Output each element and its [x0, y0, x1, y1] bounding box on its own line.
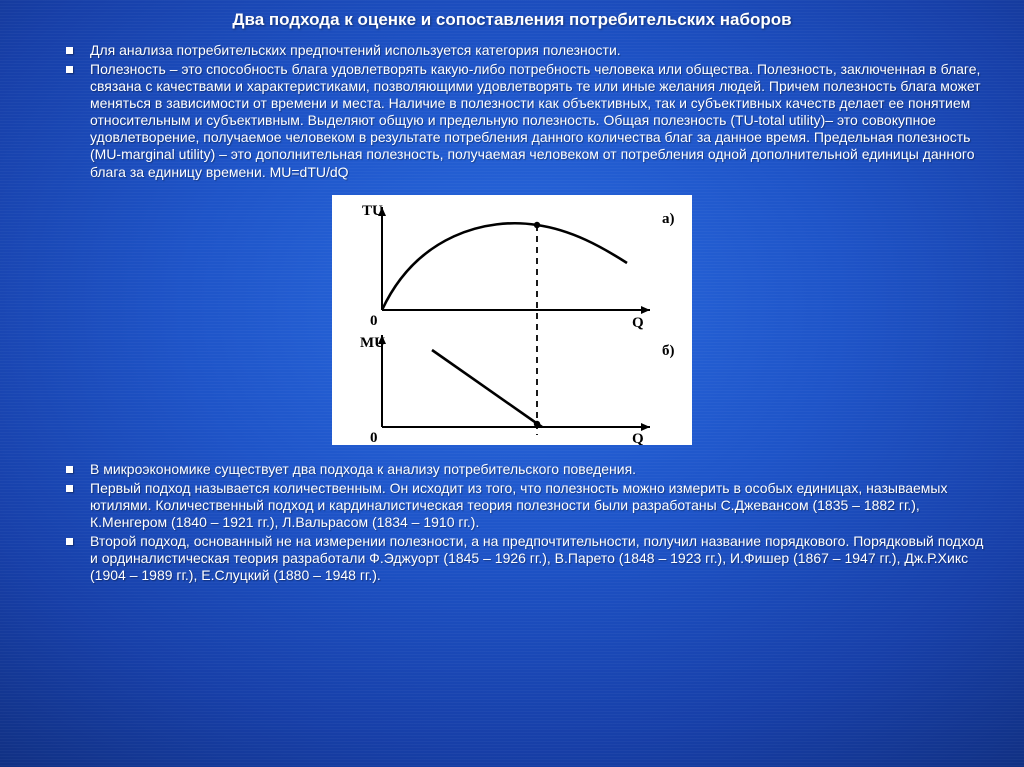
- chart-container: TU Q 0 а) MU Q 0 б): [36, 195, 988, 445]
- svg-text:а): а): [662, 211, 675, 227]
- bullets-top: Для анализа потребительских предпочтений…: [36, 42, 988, 181]
- svg-text:0: 0: [370, 313, 378, 329]
- svg-text:Q: Q: [632, 431, 644, 445]
- slide: Два подхода к оценке и сопоставления пот…: [0, 0, 1024, 584]
- bullet: Второй подход, основанный не на измерени…: [66, 533, 988, 584]
- bullet: Для анализа потребительских предпочтений…: [66, 42, 988, 59]
- bullet: В микроэкономике существует два подхода …: [66, 461, 988, 478]
- bullets-bottom: В микроэкономике существует два подхода …: [36, 461, 988, 585]
- bullet: Первый подход называется количественным.…: [66, 480, 988, 531]
- slide-title: Два подхода к оценке и сопоставления пот…: [36, 10, 988, 30]
- svg-text:TU: TU: [362, 203, 383, 219]
- svg-text:Q: Q: [632, 315, 644, 331]
- utility-chart: TU Q 0 а) MU Q 0 б): [332, 195, 692, 445]
- svg-text:б): б): [662, 343, 675, 359]
- bullet: Полезность – это способность блага удовл…: [66, 61, 988, 181]
- svg-text:MU: MU: [360, 335, 385, 351]
- svg-text:0: 0: [370, 430, 378, 445]
